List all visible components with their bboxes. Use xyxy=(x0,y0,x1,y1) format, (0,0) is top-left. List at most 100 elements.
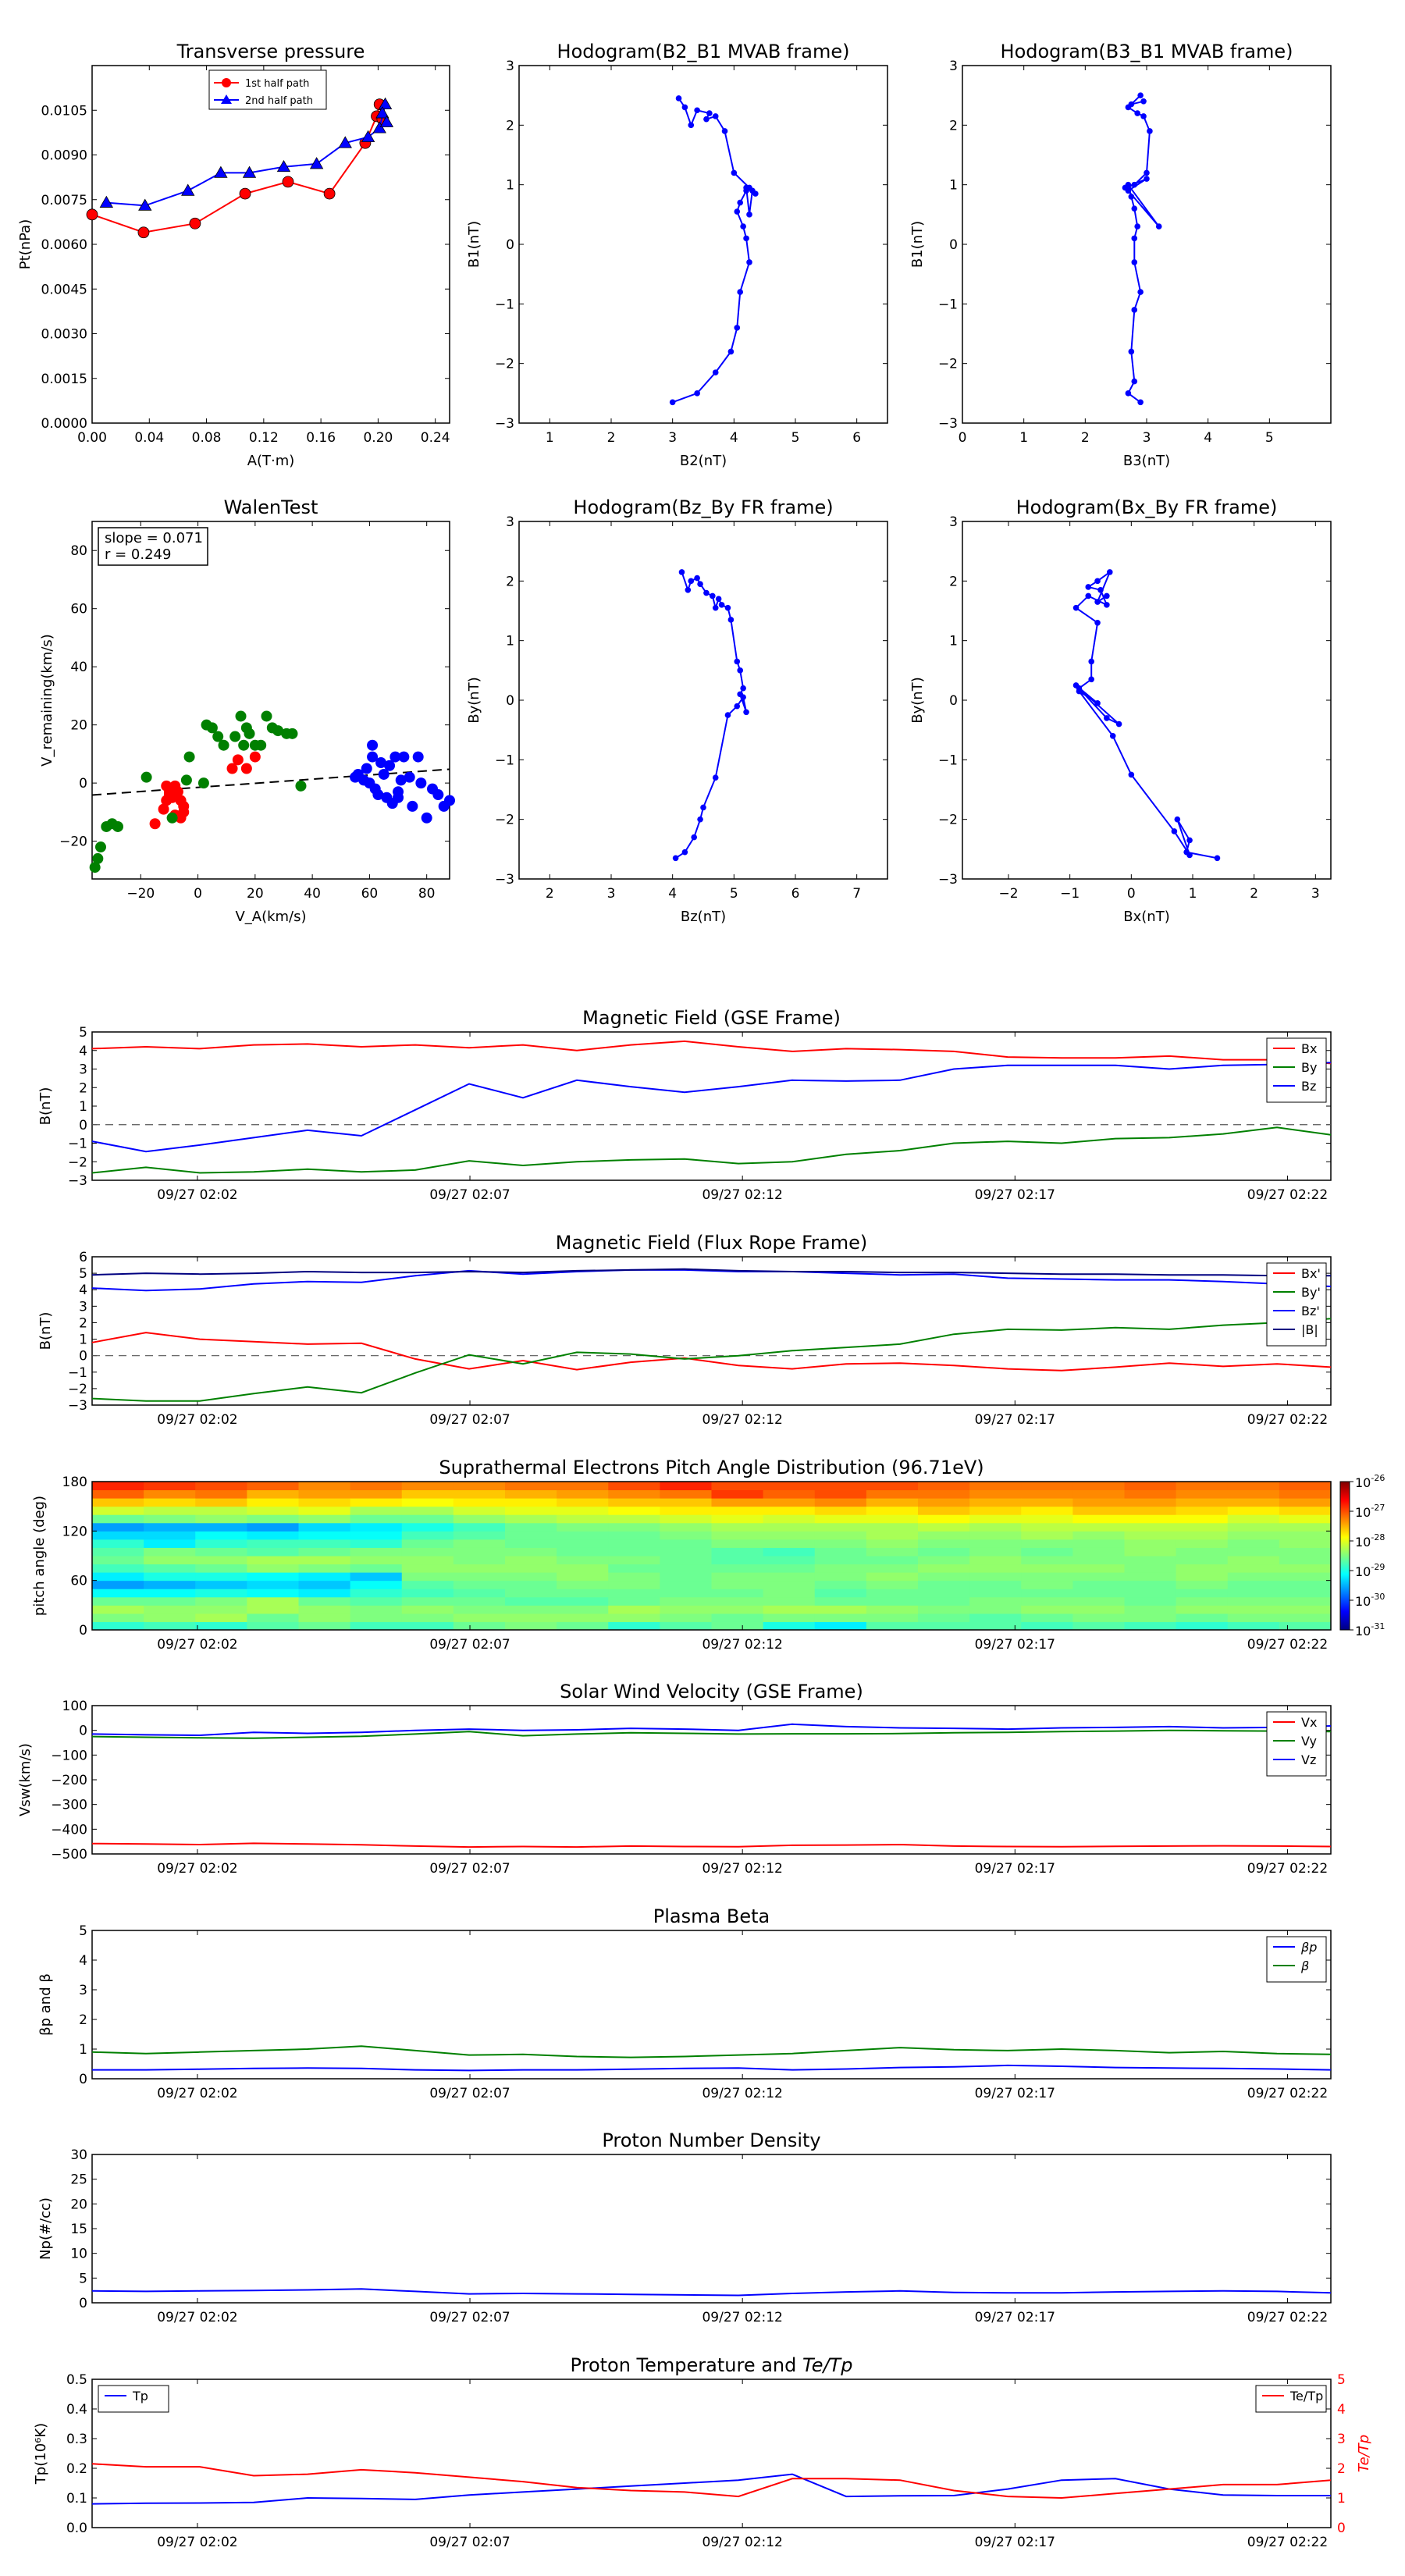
heatmap-cell xyxy=(557,1589,609,1598)
y-tick-label: 0.4 xyxy=(66,2402,87,2418)
heatmap-cell xyxy=(814,1580,867,1589)
heatmap-cell xyxy=(92,1489,144,1499)
panel-h3: Hodogram(Bz_By FR frame) −3 −2 −1 0 1 2 3 By(nT)… xyxy=(466,496,888,925)
x-tick-label: 09/27 02:17 xyxy=(975,1412,1055,1428)
heatmap-cell xyxy=(350,1621,403,1631)
heatmap-cell xyxy=(1176,1605,1229,1614)
heatmap-cell xyxy=(453,1539,506,1548)
heatmap-cell xyxy=(453,1605,506,1614)
data-point xyxy=(1137,289,1144,295)
heatmap-cell xyxy=(711,1531,764,1540)
heatmap-cell xyxy=(401,1613,454,1622)
y-right-tick-label: 5 xyxy=(1337,2372,1346,2388)
x-tick-label: 0.04 xyxy=(134,430,164,446)
data-point xyxy=(715,596,722,603)
heatmap-cell xyxy=(814,1589,867,1598)
heatmap-cell xyxy=(969,1596,1022,1606)
heatmap-cell xyxy=(453,1514,506,1524)
y-tick-label: −100 xyxy=(51,1748,87,1763)
heatmap-cell xyxy=(557,1506,609,1515)
data-point xyxy=(212,731,224,742)
legend-box xyxy=(1255,2385,1327,2413)
heatmap-cell xyxy=(660,1605,712,1614)
data-point xyxy=(393,792,404,803)
y-tick-label: −2 xyxy=(495,813,514,828)
heatmap-cell xyxy=(1279,1531,1332,1540)
data-point xyxy=(161,780,173,792)
heatmap-cell xyxy=(505,1539,557,1548)
data-point xyxy=(379,115,394,127)
x-tick-label: 5 xyxy=(730,886,738,902)
heatmap-cell xyxy=(350,1522,403,1532)
legend-label: Vy xyxy=(1301,1734,1317,1749)
heatmap-cell xyxy=(1227,1621,1280,1631)
y-tick-label: 1 xyxy=(79,2042,87,2058)
heatmap-cell xyxy=(247,1522,299,1532)
heatmap-cell xyxy=(763,1506,816,1515)
heatmap-cell xyxy=(1072,1489,1125,1499)
heatmap-cell xyxy=(247,1572,299,1582)
heatmap-cell xyxy=(247,1539,299,1548)
data-point xyxy=(180,774,192,786)
heatmap-cell xyxy=(608,1564,660,1573)
x-tick-label: 09/27 02:22 xyxy=(1247,1412,1328,1428)
colorbar-label-base: 10 xyxy=(1355,1505,1371,1520)
data-point xyxy=(1088,658,1094,665)
colorbar-label-exponent: -31 xyxy=(1371,1621,1385,1631)
heatmap-cell xyxy=(866,1580,919,1589)
y-tick-label: 100 xyxy=(62,1699,87,1714)
heatmap-cell xyxy=(144,1531,196,1540)
series-line-p xyxy=(92,2064,1332,2072)
heatmap-cell xyxy=(763,1564,816,1573)
data-point xyxy=(1088,676,1094,683)
y-axis-label: Vsw(km/s) xyxy=(17,1743,34,1816)
data-point xyxy=(710,592,716,600)
data-point xyxy=(1085,584,1092,590)
y-tick-label: 120 xyxy=(62,1524,87,1539)
heatmap-cell xyxy=(866,1531,919,1540)
heatmap-cell xyxy=(1021,1621,1073,1631)
heatmap-cell xyxy=(1176,1489,1229,1499)
legend-marker xyxy=(222,78,231,87)
colorbar-label-base: 10 xyxy=(1355,1564,1371,1579)
y-tick-label: 2 xyxy=(79,1315,87,1331)
heatmap-cell xyxy=(505,1580,557,1589)
heatmap-cell xyxy=(298,1506,351,1515)
heatmap-cell xyxy=(1072,1531,1125,1540)
data-point xyxy=(166,812,178,824)
heatmap-cell xyxy=(1227,1605,1280,1614)
data-point xyxy=(197,777,209,789)
colorbar-label-exponent: -28 xyxy=(1371,1532,1385,1542)
legend: Bx By Bz xyxy=(1266,1037,1327,1103)
colorbar-label-exponent: -27 xyxy=(1371,1503,1385,1513)
data-point xyxy=(138,198,152,211)
heatmap-cell xyxy=(1021,1522,1073,1532)
heatmap-cell xyxy=(711,1589,764,1598)
colorbar-label: 10-28 xyxy=(1355,1532,1385,1550)
y-tick-label: 3 xyxy=(506,59,514,74)
plot-frame xyxy=(518,521,888,880)
heatmap-cell xyxy=(1124,1621,1177,1631)
heatmap-cell xyxy=(557,1605,609,1614)
y-tick-label: 4 xyxy=(79,1953,87,1969)
heatmap-cell xyxy=(711,1522,764,1532)
data-point xyxy=(1076,685,1083,692)
heatmap-cell xyxy=(608,1514,660,1524)
data-point xyxy=(1155,223,1162,229)
heatmap-cell xyxy=(350,1531,403,1540)
x-axis-label: Bz(nT) xyxy=(681,909,726,925)
heatmap-cell xyxy=(763,1539,816,1548)
y-axis-label: B(nT) xyxy=(37,1312,54,1350)
data-point xyxy=(214,165,228,178)
heatmap-cell xyxy=(918,1564,970,1573)
x-tick-label: 09/27 02:22 xyxy=(1247,2086,1328,2101)
heatmap-cell xyxy=(195,1489,247,1499)
x-tick-label: 80 xyxy=(418,886,436,902)
panel-np: Proton Number Density 0 5 10 15 20 25 30 Np(#/cc… xyxy=(37,2129,1332,2325)
heatmap-cell xyxy=(1124,1506,1177,1515)
heatmap-cell xyxy=(711,1547,764,1557)
heatmap-cell xyxy=(660,1547,712,1557)
data-point xyxy=(691,834,697,841)
data-point xyxy=(137,226,150,239)
heatmap-cell xyxy=(969,1498,1022,1507)
